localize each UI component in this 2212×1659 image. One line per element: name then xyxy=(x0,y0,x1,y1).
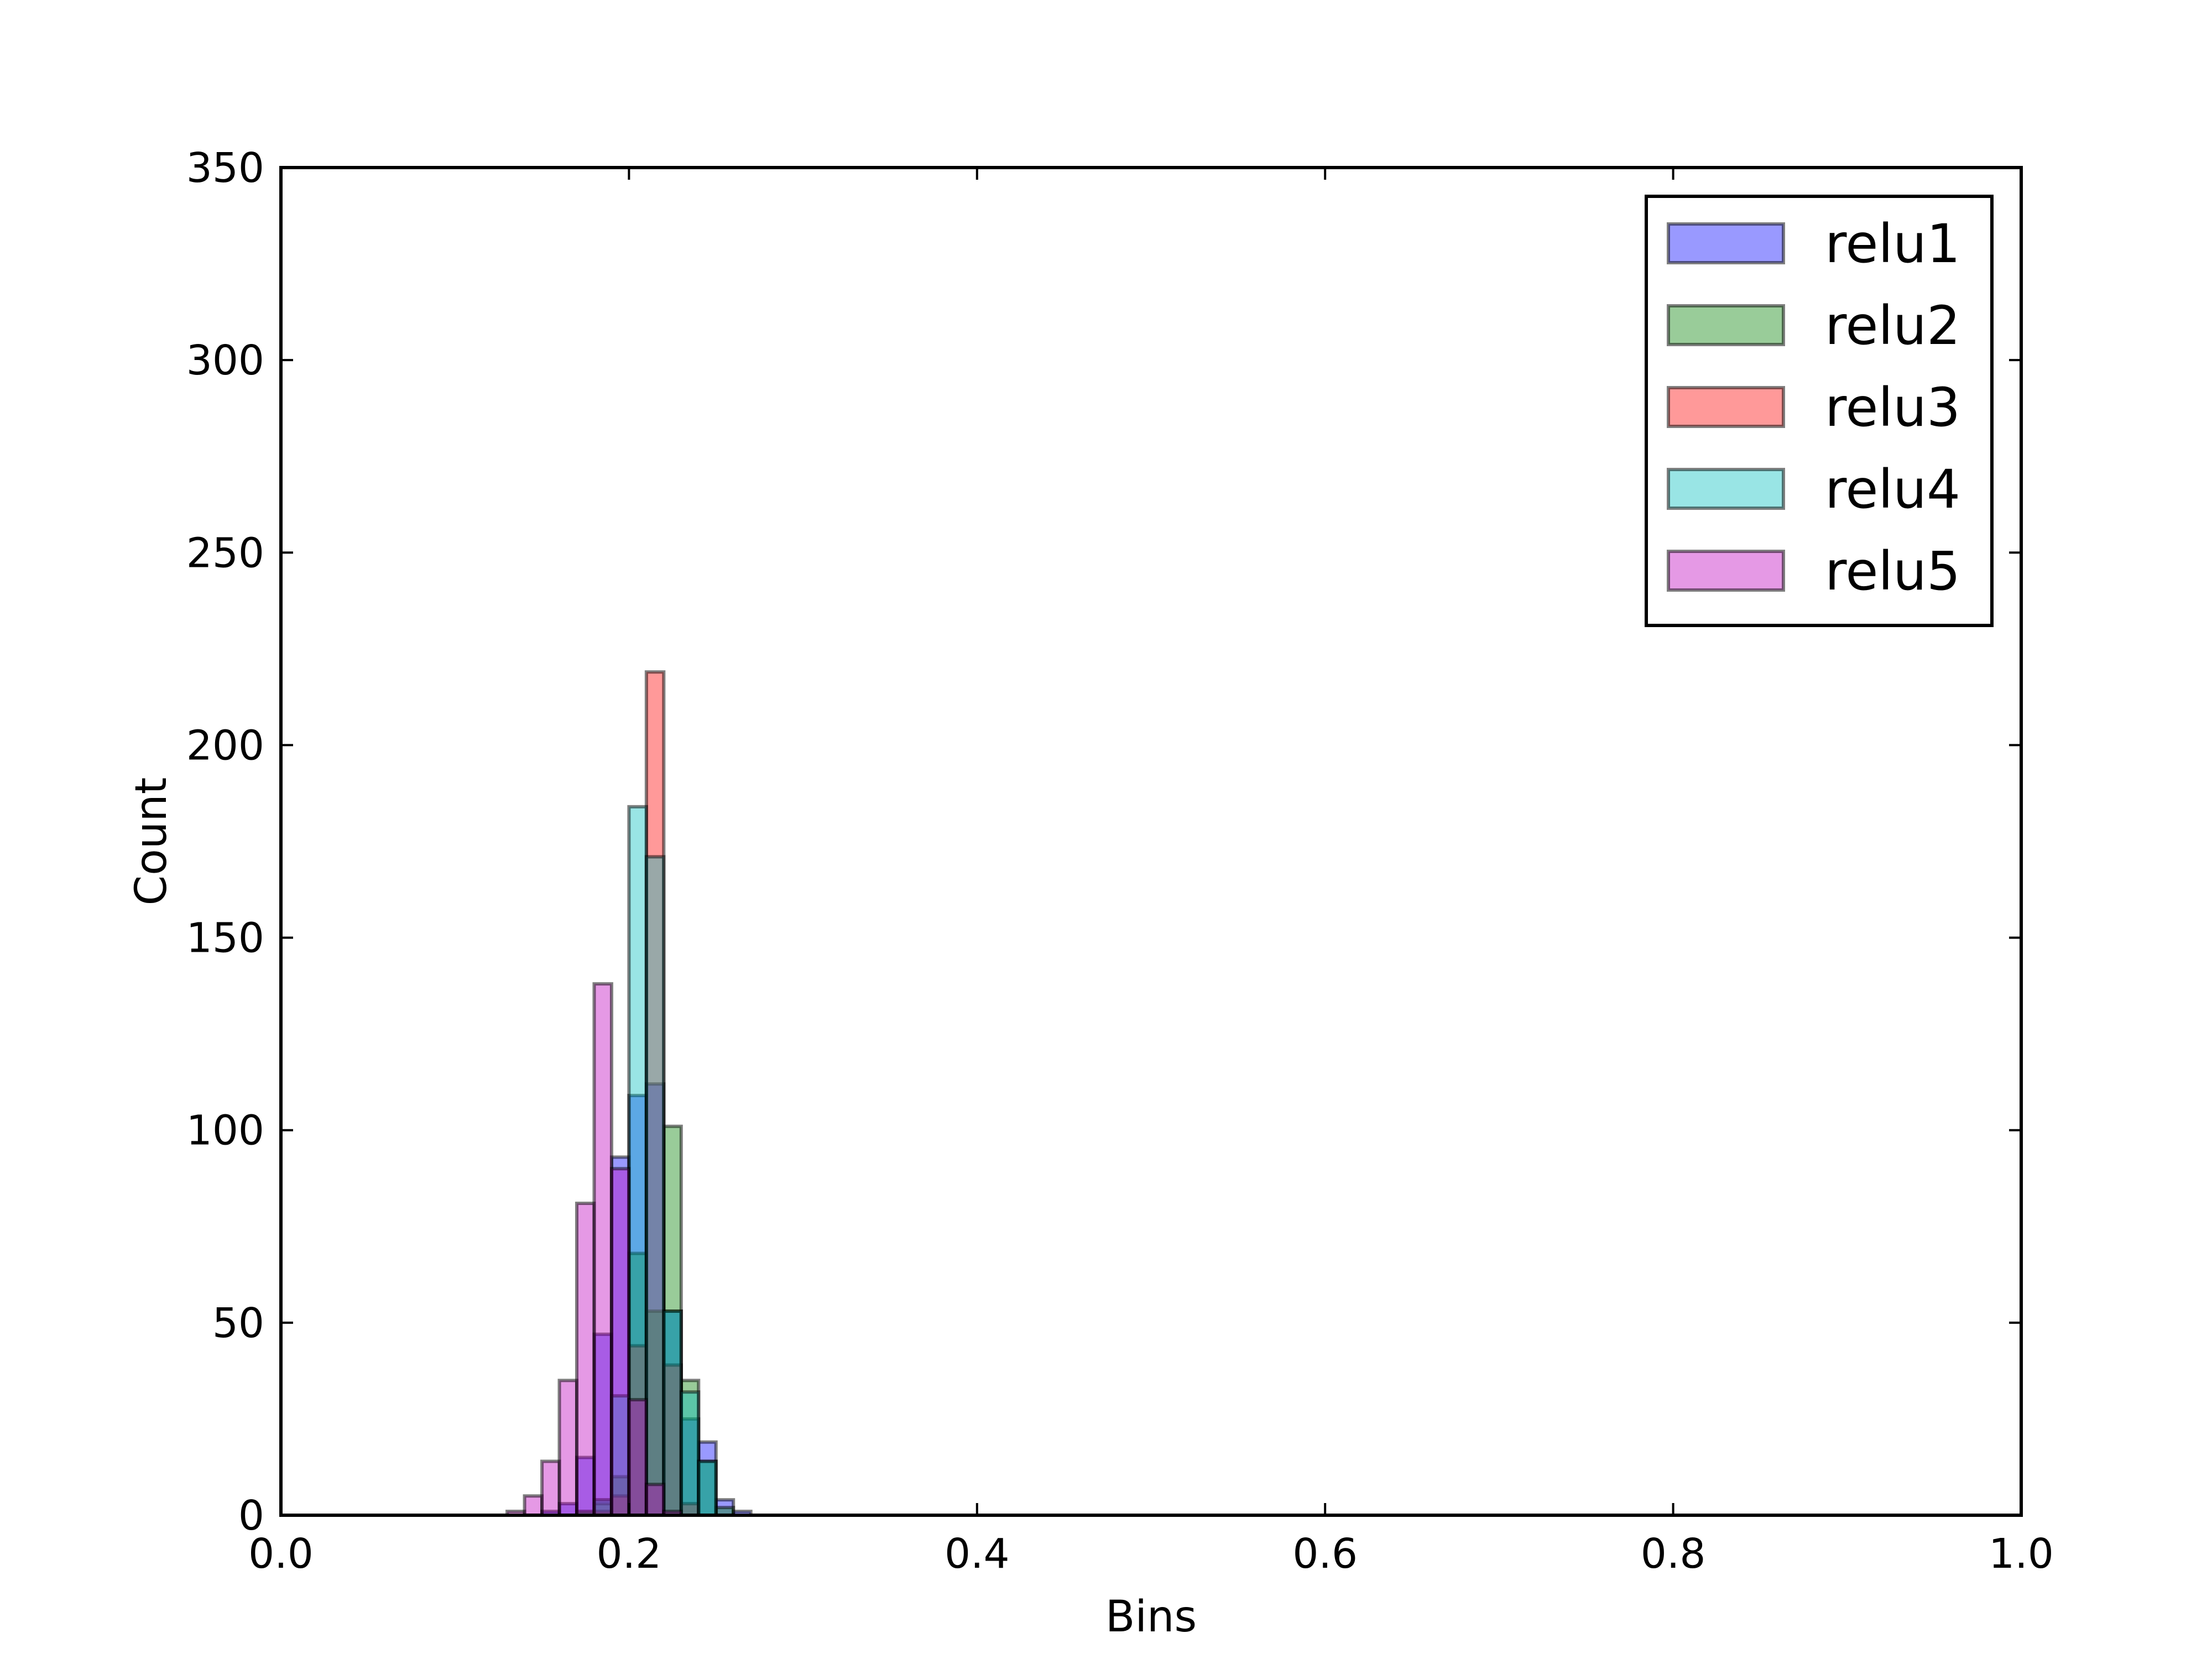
x-axis-label: Bins xyxy=(1105,1592,1197,1642)
x-tick-label: 0.0 xyxy=(248,1530,314,1578)
bar-relu4 xyxy=(679,1390,701,1517)
bar-relu5 xyxy=(540,1459,561,1517)
legend-swatch-relu2 xyxy=(1667,304,1785,346)
bar-relu5 xyxy=(627,1398,648,1517)
legend-label-relu1: relu1 xyxy=(1825,213,1960,275)
legend-swatch-relu5 xyxy=(1667,550,1785,592)
bar-relu4 xyxy=(662,1309,683,1517)
x-tick-label: 0.2 xyxy=(597,1530,662,1578)
y-tick-label: 200 xyxy=(186,722,264,769)
series-relu1 xyxy=(540,1082,753,1517)
y-tick-label: 250 xyxy=(186,529,264,577)
y-axis-label: Count xyxy=(127,778,176,906)
plot-frame xyxy=(279,166,2023,1517)
axis-ticks xyxy=(280,166,2022,1516)
series-relu5 xyxy=(505,982,683,1517)
y-tick-label: 150 xyxy=(186,915,264,962)
legend-box xyxy=(1645,195,1994,627)
series-relu4 xyxy=(592,805,718,1517)
bar-relu4 xyxy=(697,1459,718,1517)
legend-label-relu4: relu4 xyxy=(1825,458,1960,520)
legend-label-relu5: relu5 xyxy=(1825,540,1960,602)
bar-relu5 xyxy=(644,1483,666,1517)
bar-relu5 xyxy=(557,1379,578,1517)
legend-label-relu3: relu3 xyxy=(1825,377,1960,439)
histogram-bars xyxy=(505,670,753,1517)
bar-relu5 xyxy=(575,1202,596,1517)
legend-swatch-relu3 xyxy=(1667,386,1785,428)
x-tick-label: 0.6 xyxy=(1292,1530,1358,1578)
bar-relu5 xyxy=(523,1494,544,1517)
bar-relu5 xyxy=(592,982,613,1517)
y-tick-label: 50 xyxy=(212,1300,264,1347)
y-tick-labels: 0 50 100 150 200 250 300 350 xyxy=(186,144,264,1540)
legend: relu1 relu2 relu3 relu4 relu5 xyxy=(1645,195,1994,627)
legend-swatch-relu1 xyxy=(1667,222,1785,264)
x-tick-label: 0.4 xyxy=(945,1530,1010,1578)
bar-relu4 xyxy=(644,855,666,1517)
y-tick-label: 0 xyxy=(238,1492,264,1540)
x-tick-label: 1.0 xyxy=(1989,1530,2054,1578)
y-tick-label: 350 xyxy=(186,144,264,192)
x-tick-label: 0.8 xyxy=(1641,1530,1706,1578)
x-tick-labels: 0.0 0.2 0.4 0.6 0.8 1.0 xyxy=(248,1530,2054,1578)
bar-relu5 xyxy=(609,1167,631,1517)
y-tick-label: 300 xyxy=(186,337,264,384)
legend-swatch-relu4 xyxy=(1667,468,1785,510)
y-tick-label: 100 xyxy=(186,1107,264,1155)
legend-label-relu2: relu2 xyxy=(1825,295,1960,357)
